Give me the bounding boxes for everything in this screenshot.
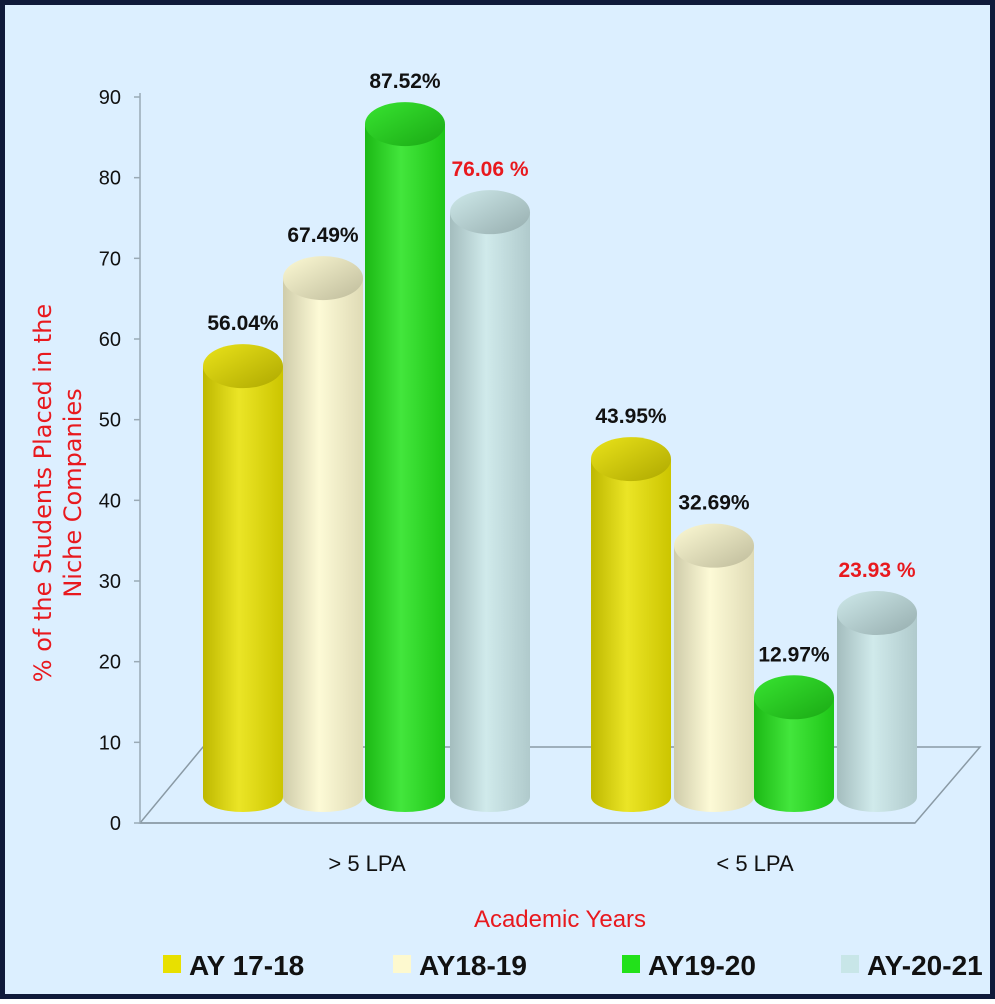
legend-label: AY-20-21: [867, 950, 983, 981]
bar-top: [674, 523, 754, 568]
bar: [203, 344, 283, 812]
bar-body: [365, 124, 445, 813]
data-label: 23.93 %: [838, 559, 915, 582]
bar-body: [283, 278, 363, 812]
bar-body: [837, 613, 917, 812]
y-tick-label: 10: [99, 732, 121, 754]
x-tick-label: < 5 LPA: [716, 851, 794, 876]
bar-chart: 0 10 20 30 40 50 60 70 80 90 > 5 LPA < 5 LPA 56.04%…: [29, 70, 983, 981]
x-axis-title: Academic Years: [474, 906, 646, 933]
bar-top: [365, 102, 445, 147]
bar-top: [754, 675, 834, 720]
bar-top: [203, 344, 283, 389]
bar: [450, 190, 530, 812]
y-tick-label: 40: [99, 490, 121, 512]
legend-label: AY 17-18: [189, 950, 304, 981]
y-tick-label: 0: [110, 813, 121, 835]
y-tick-label: 70: [99, 248, 121, 270]
bar-body: [754, 697, 834, 812]
data-label: 67.49%: [287, 224, 359, 247]
legend-label: AY19-20: [648, 950, 756, 981]
bar-top: [450, 190, 530, 235]
bar-body: [203, 366, 283, 812]
data-label: 76.06 %: [451, 158, 528, 181]
y-tick-label: 20: [99, 652, 121, 674]
legend-label: AY18-19: [419, 950, 527, 981]
bar-body: [674, 545, 754, 812]
legend-swatch: [163, 955, 181, 973]
legend-swatch: [622, 955, 640, 973]
data-label: 87.52%: [369, 70, 441, 93]
bar: [365, 102, 445, 813]
y-tick-label: 80: [99, 168, 121, 190]
legend-swatch: [393, 955, 411, 973]
bar: [837, 591, 917, 812]
data-label: 56.04%: [207, 312, 279, 335]
data-label: 12.97%: [758, 643, 830, 666]
bar: [283, 256, 363, 812]
data-label: 43.95%: [595, 405, 667, 428]
bar: [674, 523, 754, 812]
y-tick-label: 60: [99, 329, 121, 351]
y-axis-title-line-2: Niche Companies: [59, 388, 87, 597]
bar-top: [283, 256, 363, 301]
y-tick-label: 90: [99, 87, 121, 109]
y-tick-label: 50: [99, 410, 121, 432]
legend-swatch: [841, 955, 859, 973]
bar: [754, 675, 834, 812]
data-label: 32.69%: [678, 492, 750, 515]
y-axis-title-line-1: % of the Students Placed in the: [29, 304, 57, 682]
x-tick-label: > 5 LPA: [328, 851, 406, 876]
y-tick-label: 30: [99, 571, 121, 593]
bar-top: [837, 591, 917, 636]
bar-body: [591, 459, 671, 812]
bar-top: [591, 437, 671, 482]
bar: [591, 437, 671, 812]
bar-body: [450, 212, 530, 812]
